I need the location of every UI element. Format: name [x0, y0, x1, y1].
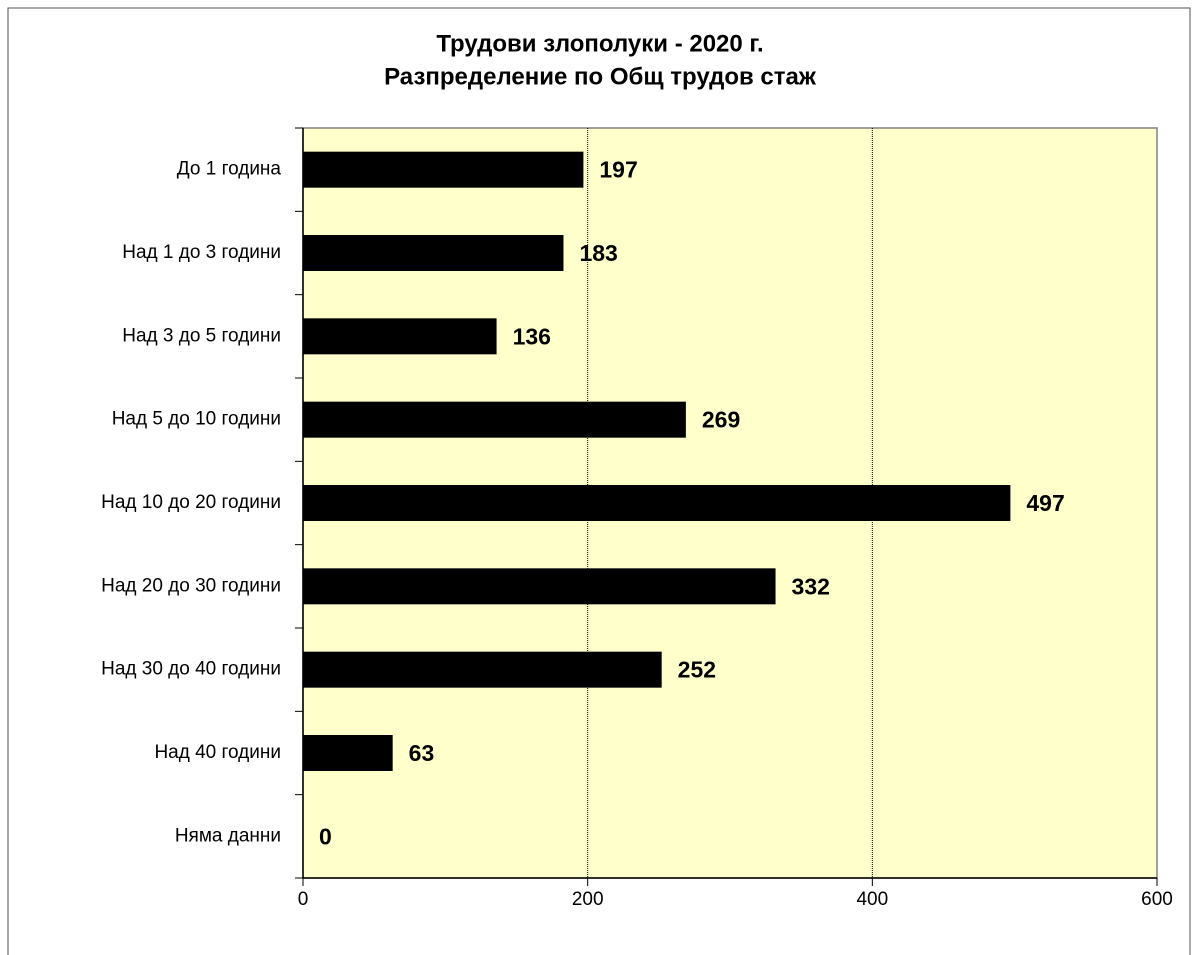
bar: [303, 651, 662, 688]
value-label: 269: [702, 407, 740, 433]
y-tick-label: Над 30 до 40 години: [101, 659, 281, 680]
bar: [303, 485, 1011, 521]
y-tick-label: Над 10 до 20 години: [101, 492, 281, 513]
x-tick-label: 0: [298, 889, 309, 910]
y-tick-label: Над 20 до 30 години: [101, 575, 281, 596]
y-tick-label: Над 5 до 10 години: [112, 409, 281, 430]
value-label: 136: [513, 323, 551, 349]
x-tick-label: 200: [572, 889, 604, 910]
y-tick-label: Над 3 до 5 години: [122, 325, 281, 346]
value-label: 63: [409, 740, 435, 766]
value-label: 252: [678, 657, 716, 683]
x-tick-label: 600: [1141, 889, 1173, 910]
x-tick-label: 400: [856, 889, 888, 910]
y-tick-label: Над 1 до 3 години: [122, 242, 281, 263]
chart-border: [7, 7, 1191, 955]
bar: [303, 151, 584, 188]
bar: [303, 318, 497, 355]
y-tick-label: До 1 година: [177, 159, 282, 180]
y-tick-label: Няма данни: [175, 825, 281, 846]
value-label: 497: [1026, 490, 1064, 516]
value-label: 197: [599, 157, 637, 183]
value-label: 0: [319, 823, 332, 849]
bar: [303, 401, 686, 438]
chart-subtitle: Разпределение по Общ трудов стаж: [384, 63, 817, 90]
bar: [303, 568, 776, 605]
value-label: 332: [792, 573, 830, 599]
bar: [303, 735, 393, 771]
y-tick-label: Над 40 години: [154, 742, 281, 763]
chart-title: Трудови злополуки - 2020 г.: [436, 30, 763, 57]
value-label: 183: [579, 240, 617, 266]
bar: [303, 235, 564, 271]
